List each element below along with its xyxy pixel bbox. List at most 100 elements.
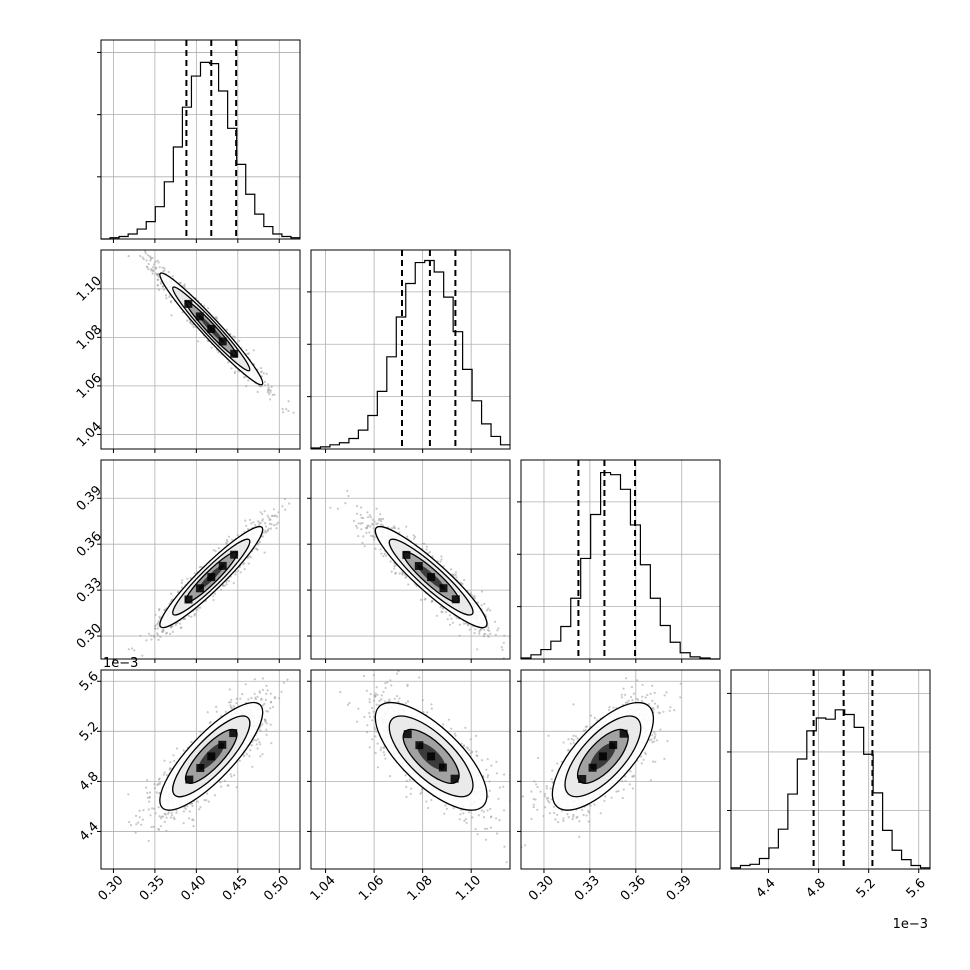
scatter-point	[377, 519, 381, 522]
scatter-point	[263, 510, 266, 513]
scatter-point	[171, 630, 174, 634]
scatter-point	[352, 519, 356, 523]
scatter-point	[500, 646, 503, 649]
panel-frame	[100, 249, 301, 450]
scatter-point	[372, 538, 376, 541]
scatter-point	[161, 630, 164, 634]
scatter-point	[186, 577, 189, 580]
scatter-point	[478, 632, 481, 635]
scatter-point	[174, 623, 177, 627]
scatter-point	[258, 521, 261, 524]
scatter-point	[425, 548, 428, 551]
scatter-point	[158, 615, 161, 619]
scatter-point	[369, 525, 372, 528]
scatter-point	[146, 779, 149, 782]
scatter-point	[368, 514, 371, 517]
scatter-point	[232, 335, 235, 338]
histogram-step-line	[101, 61, 300, 240]
scatter-point	[373, 520, 376, 523]
scatter-point	[264, 384, 267, 387]
histogram-panel-3	[727, 669, 931, 873]
scatter-point	[238, 759, 241, 763]
scatter-point	[167, 270, 170, 274]
scatter-point	[487, 607, 490, 610]
scatter-point	[425, 545, 428, 548]
scatter-point	[152, 825, 155, 828]
scatter-point	[163, 269, 166, 272]
scatter-point	[144, 252, 147, 255]
scatter-point	[259, 743, 262, 746]
scatter-point	[147, 268, 150, 271]
scatter-point	[130, 647, 134, 650]
scatter-point	[487, 626, 490, 629]
scatter-point	[243, 376, 246, 379]
scatter-point	[521, 649, 523, 651]
scatter-point	[271, 393, 274, 396]
scatter-point	[439, 560, 442, 563]
scatter-point	[271, 514, 274, 517]
scatter-point	[259, 385, 262, 388]
scatter-point	[246, 352, 249, 355]
scatter-point	[373, 536, 376, 539]
density-core-cell	[207, 573, 216, 582]
scatter-point	[259, 755, 262, 758]
scatter-point	[145, 265, 148, 268]
scatter-point	[253, 678, 256, 681]
scatter-point	[269, 527, 273, 530]
scatter-point	[390, 527, 393, 530]
scatter-point	[379, 548, 382, 551]
scatter-point	[272, 508, 275, 511]
scatter-point	[483, 602, 486, 605]
scatter-point	[141, 818, 144, 821]
scatter-point	[267, 386, 270, 389]
scatter-point	[282, 411, 285, 414]
scatter-point	[356, 526, 359, 529]
scatter-point	[232, 705, 235, 708]
scatter-point	[466, 623, 469, 626]
scatter-point	[407, 583, 410, 586]
density-core-cell	[414, 562, 423, 570]
scatter-point	[435, 614, 438, 617]
scatter-point	[199, 806, 202, 809]
scatter-point	[246, 556, 249, 560]
scatter-point	[421, 542, 424, 545]
scatter-point	[127, 648, 130, 651]
scatter-point	[458, 623, 462, 626]
scatter-point	[412, 537, 415, 540]
scatter-point	[206, 792, 209, 795]
scatter-point	[157, 638, 160, 642]
scatter-point	[170, 816, 173, 819]
scatter-point	[478, 629, 482, 632]
scatter-point	[210, 346, 213, 349]
scatter-point	[163, 267, 166, 270]
scatter-point	[489, 632, 492, 636]
scatter-point	[281, 505, 284, 508]
scatter-point	[469, 592, 472, 595]
scatter-point	[127, 255, 130, 258]
scatter-point	[203, 304, 206, 307]
scatter-point	[451, 621, 455, 624]
scatter-point	[135, 823, 138, 826]
scatter-point	[212, 595, 215, 598]
scatter-point	[157, 275, 160, 279]
scatter-point	[191, 323, 194, 326]
scatter-point	[473, 597, 476, 600]
scatter-point	[269, 391, 272, 394]
scatter-point	[238, 339, 241, 342]
scatter-point	[446, 618, 449, 621]
scatter-point	[230, 698, 233, 701]
scatter-point	[162, 773, 165, 776]
scatter-point	[170, 592, 173, 595]
scatter-point	[267, 527, 270, 530]
scatter-point	[256, 747, 259, 750]
scatter-point	[165, 297, 168, 300]
histogram-panel-1	[307, 249, 511, 453]
scatter-point	[398, 572, 401, 575]
scatter-point	[243, 568, 246, 571]
scatter-point	[270, 523, 273, 526]
scatter-point	[365, 531, 368, 534]
density-core-cell	[218, 561, 227, 570]
scatter-point	[285, 408, 288, 411]
scatter-point	[226, 543, 229, 546]
scatter-point	[264, 522, 267, 525]
